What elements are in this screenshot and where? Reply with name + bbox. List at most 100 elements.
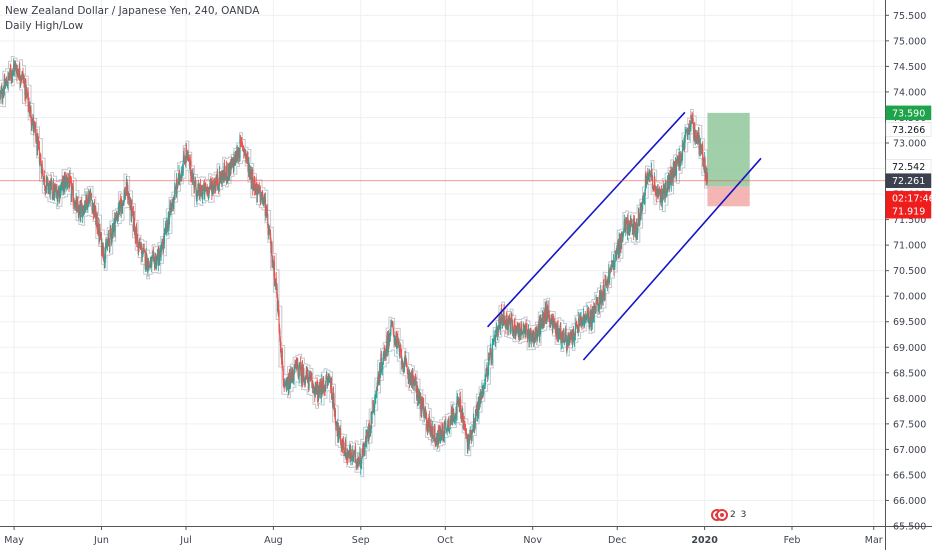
candle-body [57,190,59,196]
candle-body [612,264,614,266]
candle-body [216,174,219,185]
candle-body [542,316,544,329]
candle-body [256,189,259,197]
candle-body [166,220,168,226]
y-axis-ticks[interactable]: 66.000 66.500 67.000 67.500 68.000 68.500 69.0… [885,11,926,533]
economic-events[interactable]: 2 3 [711,509,747,525]
candle-body [692,122,694,129]
candle-body [112,228,114,236]
candle-body [109,229,111,247]
candle-body [525,324,527,327]
y-tick-label: 75.500 [893,11,926,22]
candle-body [684,133,686,138]
candle-body [299,364,301,366]
candle-body [30,108,32,120]
candle-body [533,343,535,345]
candle-body [31,124,33,126]
candle-body [603,293,605,295]
candle-body [605,284,608,286]
candle-body [481,388,483,397]
candle-body [106,245,108,249]
candle-body [453,413,455,422]
candle-body [425,413,428,427]
candle-body [164,227,166,232]
candle-body [343,453,345,455]
candle-body [686,129,688,131]
candle-body [533,333,535,343]
candle-body [319,383,321,393]
y-tick-label: 70.000 [893,292,926,303]
candle-body [695,134,697,142]
candle-body [514,319,516,336]
candle-body [298,365,300,377]
candle-body [648,173,650,176]
candle-body [471,430,473,440]
candle-body [345,443,347,458]
candle-body [144,251,146,266]
candle-body [193,177,195,188]
candle-body [66,178,68,184]
candle-body [553,318,555,326]
candle-body [389,334,391,336]
candle-body [496,329,499,334]
candle-body [187,151,189,158]
candle-body [220,173,222,175]
candle-body [302,367,304,382]
candle-body [131,205,133,208]
candle-body [56,190,58,193]
candle-body [269,232,272,242]
candle-body [627,218,629,229]
candle-body [415,380,417,381]
candle-body [501,309,503,324]
candle-body [219,172,221,179]
candle-body [321,379,323,388]
candle-body [44,186,46,189]
candle-body [417,396,419,401]
candle-body [381,370,383,373]
candle-body [359,453,361,468]
candle-body [129,199,131,204]
candle-body [388,333,391,343]
candle-body [74,207,76,209]
price-tag-label: 72.261 [892,176,925,187]
candle-body [292,371,294,382]
candle-body [204,185,206,187]
long-position-tool[interactable] [707,112,750,207]
candle-body [160,248,162,257]
chart-legend[interactable]: New Zealand Dollar / Japanese Yen, 240, … [5,4,259,34]
candle-body [615,252,617,255]
candle-body [274,278,276,285]
daily-low-line [0,78,711,478]
candle-body [492,344,494,345]
candle-body [222,170,224,177]
candle-body [560,328,562,343]
x-axis-ticks[interactable]: May Jun Jul Aug Sep Oct Nov Dec 2020 Feb Mar [4,526,883,546]
trend-channel[interactable] [487,111,762,361]
candle-body [269,229,271,232]
candle-body [259,186,261,202]
price-tag-label: 72.542 [892,162,925,173]
candle-body [83,204,86,213]
candle-body [694,123,696,141]
symbol-title[interactable]: New Zealand Dollar / Japanese Yen, 240, … [5,5,260,17]
candle-body [90,191,92,193]
candle-body [5,79,8,85]
indicator-label[interactable]: Daily High/Low [5,20,84,32]
candle-body [199,196,201,198]
candle-body [297,364,299,370]
event-marker-icon[interactable] [716,509,728,521]
candle-body [634,224,637,236]
candle-body [54,189,57,191]
candle-body [303,374,305,380]
plot-background [0,0,885,526]
candle-body [364,442,367,444]
candle-body [660,188,663,195]
candle-body [541,318,543,328]
candle-body [531,334,533,337]
candle-body [89,192,91,203]
candle-body [197,186,199,191]
candle-body [95,208,97,225]
candle-body [446,429,448,431]
